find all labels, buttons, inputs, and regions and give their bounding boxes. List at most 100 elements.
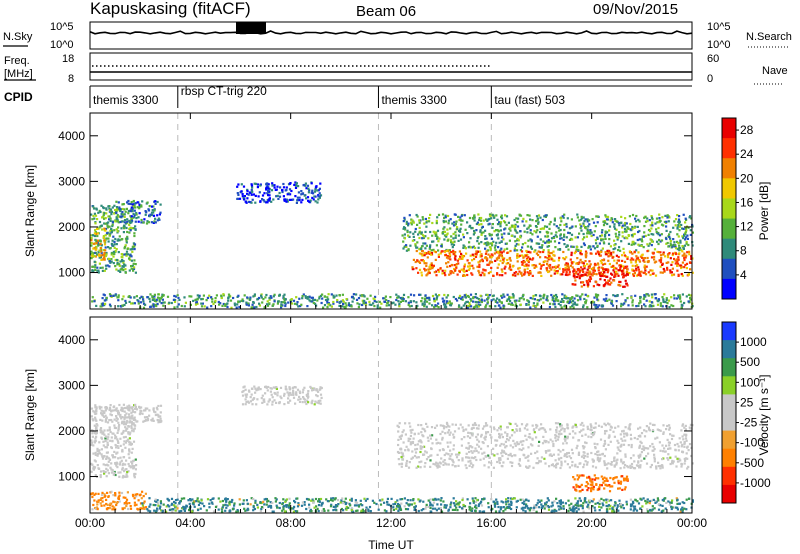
echo-cell xyxy=(121,464,124,467)
echo-cell xyxy=(384,295,387,298)
echo-cell xyxy=(383,297,386,300)
echo-cell xyxy=(344,501,348,505)
echo-cell xyxy=(451,508,454,511)
echo-cell xyxy=(487,272,490,275)
echo-cell xyxy=(485,293,488,296)
echo-cell xyxy=(509,268,512,271)
echo-cell xyxy=(166,497,169,500)
echo-cell xyxy=(134,403,137,406)
echo-cell xyxy=(614,218,617,221)
echo-cell xyxy=(403,497,406,500)
echo-cell xyxy=(276,302,279,305)
echo-cell xyxy=(160,509,163,512)
echo-cell xyxy=(318,196,321,199)
echo-cell xyxy=(620,302,623,305)
echo-cell xyxy=(666,268,669,271)
echo-cell xyxy=(261,194,265,197)
echo-cell xyxy=(676,269,679,272)
echo-cell xyxy=(542,301,545,304)
echo-cell xyxy=(93,212,96,215)
echo-cell xyxy=(476,499,479,502)
echo-cell xyxy=(630,257,633,260)
echo-cell xyxy=(113,204,116,207)
echo-cell xyxy=(574,279,577,282)
echo-cell xyxy=(341,497,344,500)
echo-cell xyxy=(338,294,341,297)
echo-cell xyxy=(139,493,142,496)
echo-cell xyxy=(510,296,513,299)
echo-cell xyxy=(108,257,111,260)
echo-cell xyxy=(390,497,393,500)
echo-cell xyxy=(527,264,530,267)
echo-cell xyxy=(105,251,108,255)
echo-cell xyxy=(688,261,692,264)
echo-cell xyxy=(450,501,453,504)
echo-cell xyxy=(157,217,160,220)
echo-cell xyxy=(685,267,688,270)
echo-cell xyxy=(401,498,404,501)
echo-cell xyxy=(379,306,382,309)
echo-cell xyxy=(363,299,366,302)
echo-cell xyxy=(584,255,587,258)
echo-cell xyxy=(94,245,98,248)
echo-cell xyxy=(119,471,122,474)
echo-cell xyxy=(456,273,459,276)
echo-cell xyxy=(341,502,345,505)
echo-cell xyxy=(461,507,464,510)
echo-cell xyxy=(141,296,144,299)
echo-cell xyxy=(96,227,99,230)
echo-cell xyxy=(206,498,210,501)
echo-cell xyxy=(107,237,110,240)
echo-cell xyxy=(480,259,483,262)
echo-cell xyxy=(102,253,105,256)
nave-tick-bottom: 0 xyxy=(707,73,713,85)
echo-cell xyxy=(312,500,315,503)
echo-cell xyxy=(269,501,272,504)
echo-cell xyxy=(220,294,223,297)
echo-cell xyxy=(540,274,543,277)
echo-cell xyxy=(671,245,674,248)
echo-cell xyxy=(105,502,108,506)
echo-cell xyxy=(576,299,580,302)
echo-cell xyxy=(620,305,623,308)
echo-cell xyxy=(527,256,530,259)
echo-cell xyxy=(504,272,507,275)
echo-cell xyxy=(109,504,112,507)
echo-cell xyxy=(684,263,687,267)
echo-cell xyxy=(117,446,120,449)
echo-cell xyxy=(247,193,250,196)
echo-cell xyxy=(138,207,141,210)
echo-cell xyxy=(250,201,253,204)
echo-cell xyxy=(157,296,160,299)
echo-cell xyxy=(91,463,94,466)
echo-cell xyxy=(140,295,143,298)
echo-cell xyxy=(410,503,413,506)
echo-cell xyxy=(431,221,434,225)
echo-cell xyxy=(130,443,133,446)
echo-cell xyxy=(566,262,569,265)
echo-cell xyxy=(161,509,164,512)
echo-cell xyxy=(507,302,510,305)
echo-cell xyxy=(683,507,686,510)
echo-cell xyxy=(449,239,453,242)
echo-cell xyxy=(140,406,143,409)
echo-cell xyxy=(596,236,599,239)
echo-cell xyxy=(643,231,646,234)
echo-cell xyxy=(123,221,126,224)
echo-cell xyxy=(651,272,654,275)
echo-cell xyxy=(431,507,434,510)
echo-cell xyxy=(122,403,125,406)
echo-cell xyxy=(588,280,591,283)
echo-cell xyxy=(463,214,466,217)
echo-cell xyxy=(105,237,108,240)
echo-cell xyxy=(670,505,673,508)
echo-cell xyxy=(636,500,639,503)
echo-cell xyxy=(479,219,482,222)
echo-cell xyxy=(538,506,541,509)
echo-cell xyxy=(457,296,461,299)
echo-cell xyxy=(564,268,567,271)
echo-cell xyxy=(229,299,233,302)
echo-cell xyxy=(529,218,532,221)
echo-cell xyxy=(676,262,680,266)
echo-cell xyxy=(222,302,225,306)
